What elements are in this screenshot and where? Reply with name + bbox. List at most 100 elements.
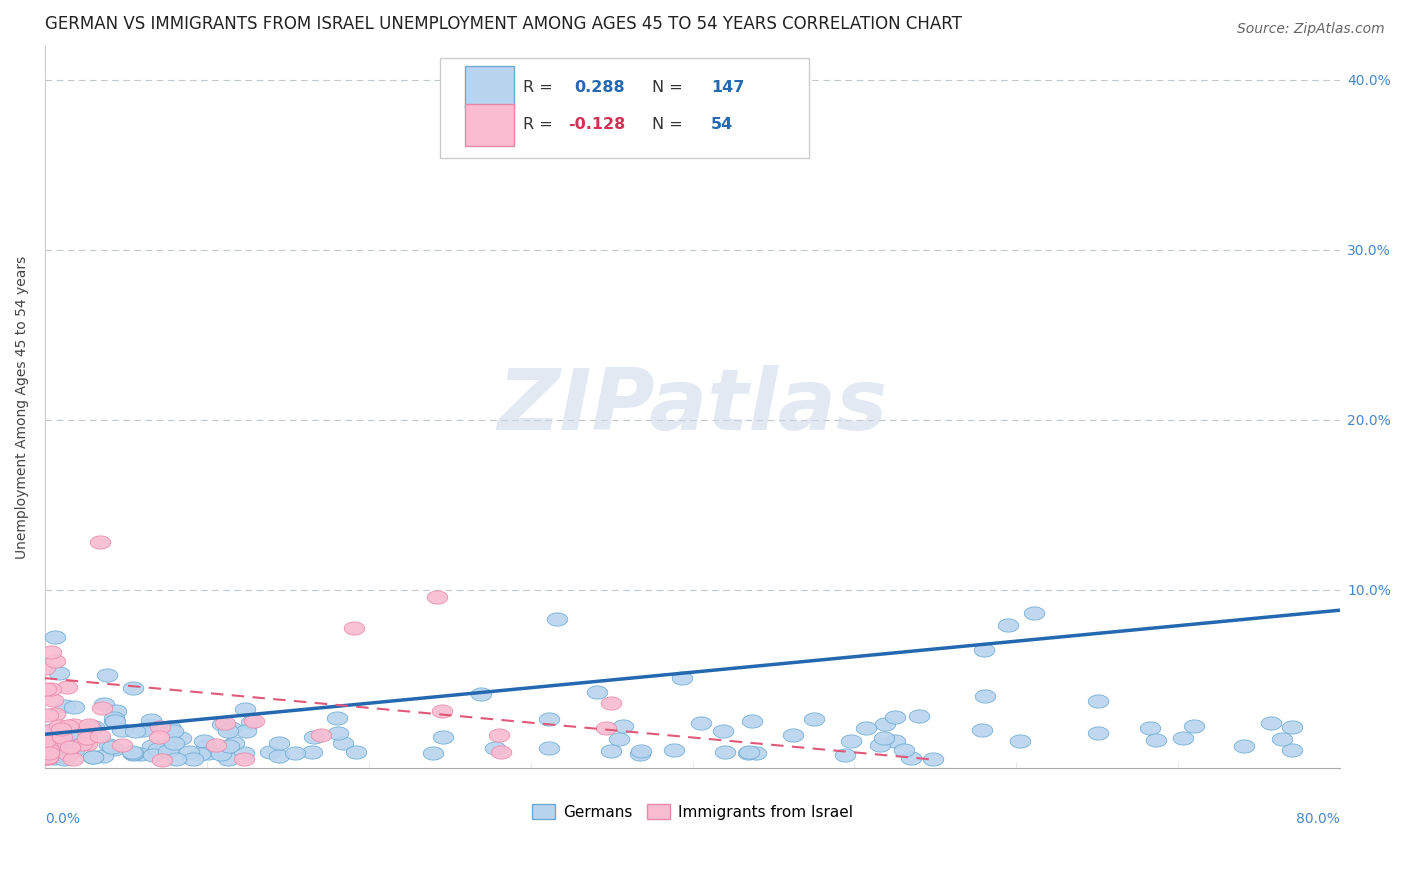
Point [855, 721, 877, 735]
Point [195, 739, 218, 754]
Point [35, 751, 58, 765]
Point [973, 689, 995, 703]
Point [60, 726, 83, 740]
Point [62, 752, 84, 766]
Point [188, 747, 211, 761]
Point [132, 723, 155, 738]
Point [233, 702, 256, 716]
Point [607, 731, 630, 746]
Point [89, 729, 111, 743]
Point [538, 740, 561, 755]
Point [63, 700, 86, 714]
Point [326, 711, 349, 725]
Point [62, 723, 84, 738]
Point [42, 739, 65, 754]
Point [48, 719, 70, 733]
Point [93, 698, 115, 712]
Point [432, 730, 454, 744]
Point [37, 749, 59, 764]
Point [1010, 734, 1032, 748]
Point [76, 723, 98, 738]
Point [146, 742, 169, 756]
Point [741, 714, 763, 728]
Point [233, 746, 256, 760]
Point [110, 739, 132, 753]
Point [44, 733, 66, 747]
Point [284, 746, 307, 760]
Point [77, 718, 100, 732]
Point [97, 738, 120, 752]
Point [72, 737, 94, 751]
Point [136, 722, 159, 736]
Point [893, 743, 915, 757]
Point [1260, 716, 1282, 731]
Point [44, 630, 66, 644]
Point [103, 741, 125, 756]
Text: N =: N = [652, 79, 689, 95]
Point [883, 710, 905, 724]
Point [243, 714, 266, 729]
Point [149, 720, 172, 734]
Point [432, 704, 454, 718]
FancyBboxPatch shape [464, 103, 513, 145]
Point [142, 748, 165, 763]
Point [222, 736, 245, 750]
Point [217, 724, 239, 739]
Point [139, 718, 162, 732]
Point [344, 745, 367, 759]
Point [48, 733, 70, 747]
Point [55, 680, 77, 694]
Text: -0.128: -0.128 [568, 118, 626, 132]
Point [150, 753, 173, 767]
Point [37, 737, 59, 751]
Point [56, 747, 79, 762]
Point [90, 701, 112, 715]
Point [82, 749, 104, 764]
Point [489, 745, 512, 759]
Point [34, 734, 56, 748]
Point [42, 750, 65, 764]
Point [42, 693, 65, 707]
Point [111, 723, 134, 737]
Point [1024, 606, 1046, 620]
Point [834, 747, 856, 762]
Point [181, 751, 204, 765]
Point [690, 716, 713, 731]
Point [34, 661, 56, 675]
Point [873, 717, 896, 731]
Point [332, 736, 354, 750]
Point [35, 748, 58, 763]
Point [600, 744, 623, 758]
Point [343, 622, 366, 636]
Point [56, 748, 79, 763]
Point [51, 731, 73, 745]
Text: 147: 147 [710, 79, 744, 95]
Point [484, 740, 506, 755]
Point [169, 731, 191, 746]
Point [42, 732, 65, 747]
Point [44, 706, 66, 721]
Point [42, 726, 65, 740]
Point [38, 743, 60, 757]
Point [37, 751, 59, 765]
Point [309, 728, 332, 742]
Point [155, 739, 177, 753]
Point [214, 716, 236, 731]
Point [104, 714, 127, 729]
Point [326, 725, 349, 739]
Point [121, 681, 143, 695]
Point [159, 719, 181, 733]
Point [662, 743, 685, 757]
Point [1281, 720, 1303, 734]
Point [869, 738, 891, 752]
Point [163, 736, 186, 750]
Point [105, 704, 128, 718]
Point [218, 739, 240, 753]
Point [1271, 732, 1294, 747]
Point [37, 707, 59, 722]
Point [900, 751, 922, 765]
Point [53, 748, 76, 763]
Point [738, 745, 761, 759]
Point [59, 739, 82, 754]
Point [44, 655, 66, 669]
